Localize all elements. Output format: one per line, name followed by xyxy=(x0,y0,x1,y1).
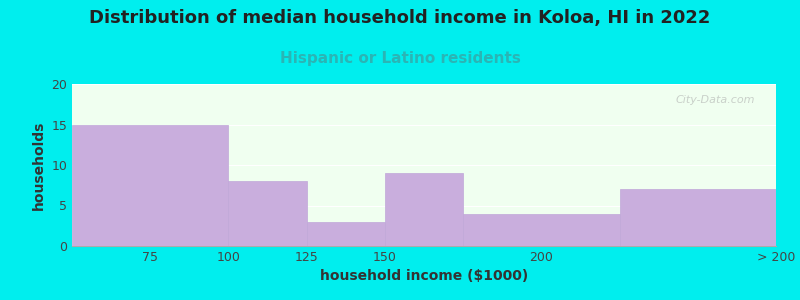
Bar xyxy=(619,189,776,246)
Text: City-Data.com: City-Data.com xyxy=(675,95,755,105)
Y-axis label: households: households xyxy=(32,120,46,210)
Bar xyxy=(306,222,385,246)
Text: Hispanic or Latino residents: Hispanic or Latino residents xyxy=(279,51,521,66)
Bar xyxy=(385,173,463,246)
Bar xyxy=(229,181,306,246)
Text: Distribution of median household income in Koloa, HI in 2022: Distribution of median household income … xyxy=(90,9,710,27)
Bar xyxy=(463,214,619,246)
X-axis label: household income ($1000): household income ($1000) xyxy=(320,269,528,284)
Bar xyxy=(72,124,229,246)
